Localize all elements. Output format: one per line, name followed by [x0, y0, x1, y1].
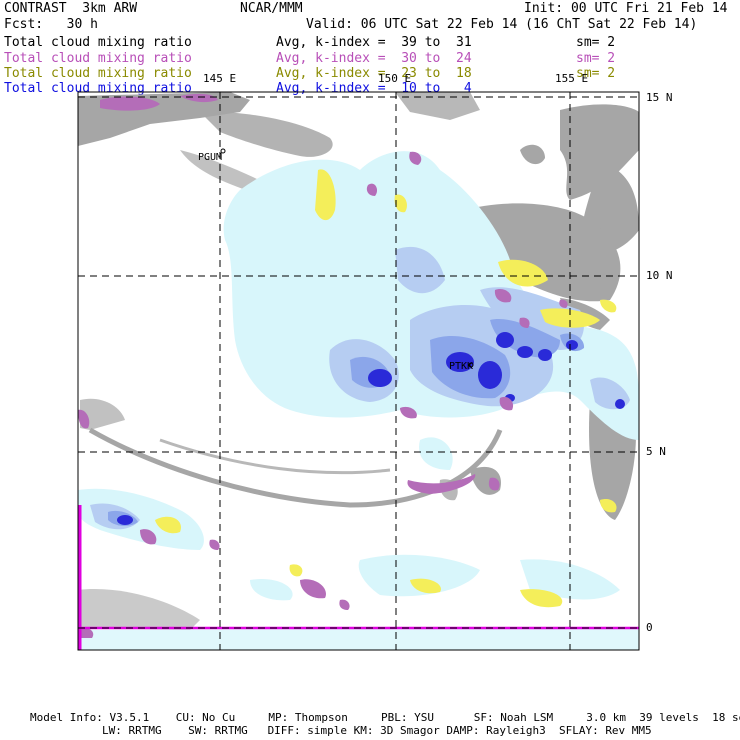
lat-label-15n: 15 N: [646, 91, 673, 104]
legend-range-3: Avg, k-index = 23 to 18: [276, 66, 472, 81]
forecast-hour: Fcst: 30 h: [4, 17, 98, 32]
model-title: CONTRAST 3km ARW: [4, 1, 138, 16]
legend-field-1: Total cloud mixing ratio: [4, 35, 192, 50]
violet-cloud-layer: [78, 93, 568, 638]
gray-arc: [88, 427, 503, 508]
station-label-pgum: PGUM: [198, 152, 223, 163]
legend-sm-3: sm= 2: [576, 66, 616, 81]
yellow-cloud-layer: [126, 98, 617, 608]
init-time: Init: 00 UTC Fri 21 Feb 14: [524, 1, 728, 16]
graticule: [78, 92, 639, 650]
map-frame: [77, 91, 640, 651]
lat-label-5n: 5 N: [646, 445, 666, 458]
legend-sm-1: sm= 2: [576, 35, 616, 50]
lon-label-150: 150 E: [378, 72, 412, 85]
lon-label-145: 145 E: [203, 72, 237, 85]
station-marker-pgum: [220, 148, 226, 154]
legend-range-1: Avg, k-index = 39 to 31: [276, 35, 472, 50]
legend-range-2: Avg, k-index = 30 to 24: [276, 51, 472, 66]
center-name: NCAR/MMM: [240, 1, 303, 16]
model-info-line-2: LW: RRTMG SW: RRTMG DIFF: simple KM: 3D …: [102, 724, 652, 737]
valid-time: Valid: 06 UTC Sat 22 Feb 14 (16 ChT Sat …: [306, 17, 698, 32]
station-label-ptkk: PTKK: [449, 361, 474, 372]
legend-field-2: Total cloud mixing ratio: [4, 51, 192, 66]
legend-field-3: Total cloud mixing ratio: [4, 66, 192, 81]
lat-label-0: 0: [646, 621, 653, 634]
model-info-line-1: Model Info: V3.5.1 CU: No Cu MP: Thompso…: [30, 711, 740, 724]
darkblue-cloud-cores: [117, 332, 625, 525]
legend-sm-2: sm= 2: [576, 51, 616, 66]
station-marker-ptkk: [468, 362, 474, 368]
lat-label-10n: 10 N: [646, 269, 673, 282]
lon-label-155: 155 E: [555, 72, 589, 85]
